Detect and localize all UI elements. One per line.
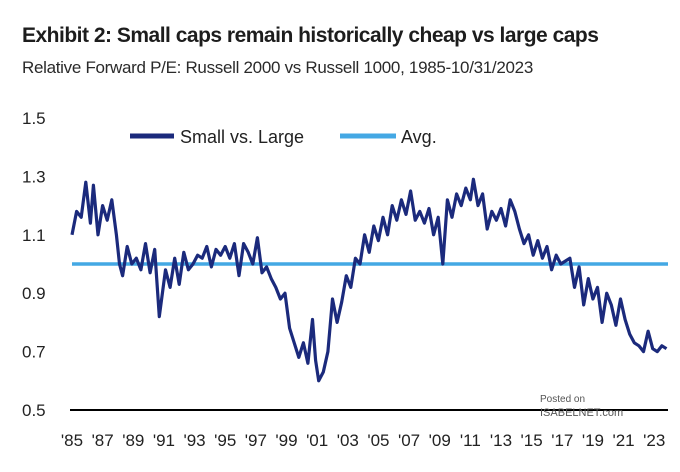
x-tick-label: '07 (398, 431, 420, 450)
series-line-small-vs-large (70, 177, 668, 383)
x-tick-label: '99 (275, 431, 297, 450)
x-tick-label: '89 (122, 431, 144, 450)
watermark-posted-on: Posted on (540, 394, 585, 405)
x-tick-label: '03 (337, 431, 359, 450)
y-tick-label: 1.1 (22, 226, 46, 245)
y-tick-label: 1.3 (22, 167, 46, 186)
x-tick-label: '15 (521, 431, 543, 450)
legend: Small vs. Large Avg. (130, 127, 437, 147)
x-tick-label: '09 (429, 431, 451, 450)
x-tick-label: '19 (582, 431, 604, 450)
x-axis: '85 '87 '89 '91 '93 '95 '97 '99 '01 '03 '05 '07 '09 '… (61, 431, 665, 450)
x-tick-label: '17 (551, 431, 573, 450)
legend-label-small-vs-large: Small vs. Large (180, 127, 304, 147)
y-tick-label: 0.7 (22, 343, 46, 362)
y-tick-label: 0.9 (22, 284, 46, 303)
x-tick-label: '23 (643, 431, 665, 450)
watermark: Posted on ISABELNET.com (540, 394, 623, 419)
y-axis: 1.5 1.3 1.1 0.9 0.7 0.5 (22, 109, 46, 420)
x-tick-label: '11 (460, 431, 481, 450)
y-tick-label: 0.5 (22, 401, 46, 420)
y-tick-label: 1.5 (22, 109, 46, 128)
x-tick-label: '13 (490, 431, 512, 450)
x-tick-label: '97 (245, 431, 267, 450)
x-tick-label: '05 (367, 431, 389, 450)
legend-label-average: Avg. (401, 127, 437, 147)
x-tick-label: '95 (214, 431, 236, 450)
chart-subtitle: Relative Forward P/E: Russell 2000 vs Ru… (22, 58, 533, 77)
x-tick-label: '91 (153, 431, 175, 450)
watermark-site: ISABELNET.com (540, 407, 623, 419)
x-tick-label: '85 (61, 431, 83, 450)
x-tick-label: '87 (92, 431, 114, 450)
x-tick-label: '93 (183, 431, 205, 450)
x-tick-label: '21 (612, 431, 634, 450)
chart-title: Exhibit 2: Small caps remain historicall… (22, 24, 599, 47)
x-tick-label: '01 (306, 431, 328, 450)
